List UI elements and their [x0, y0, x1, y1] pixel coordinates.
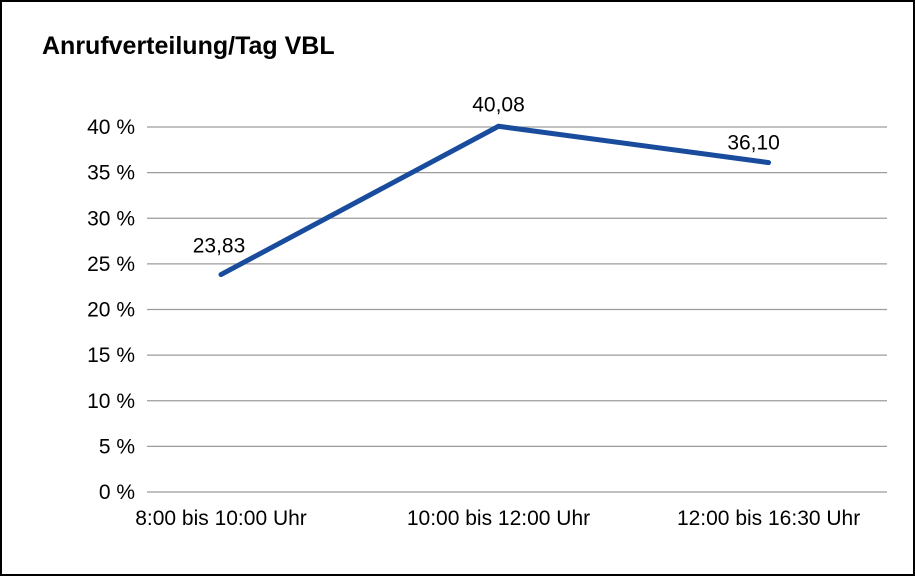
y-tick-label: 30 %	[87, 207, 135, 230]
data-label: 40,08	[472, 93, 525, 116]
y-tick-label: 20 %	[87, 299, 135, 322]
x-tick-label: 8:00 bis 10:00 Uhr	[135, 507, 307, 530]
y-tick-label: 25 %	[87, 253, 135, 276]
y-tick-label: 35 %	[87, 162, 135, 185]
x-tick-label: 12:00 bis 16:30 Uhr	[677, 507, 860, 530]
y-tick-label: 15 %	[87, 344, 135, 367]
series-line	[218, 123, 772, 278]
data-label: 36,10	[727, 132, 780, 155]
x-tick-label: 10:00 bis 12:00 Uhr	[407, 507, 590, 530]
data-label: 23,83	[193, 235, 246, 258]
y-tick-label: 10 %	[87, 390, 135, 413]
chart-title: Anrufverteilung/Tag VBL	[42, 32, 335, 60]
y-tick-label: 5 %	[99, 435, 135, 458]
y-tick-label: 0 %	[99, 481, 135, 504]
y-tick-label: 40 %	[87, 116, 135, 139]
